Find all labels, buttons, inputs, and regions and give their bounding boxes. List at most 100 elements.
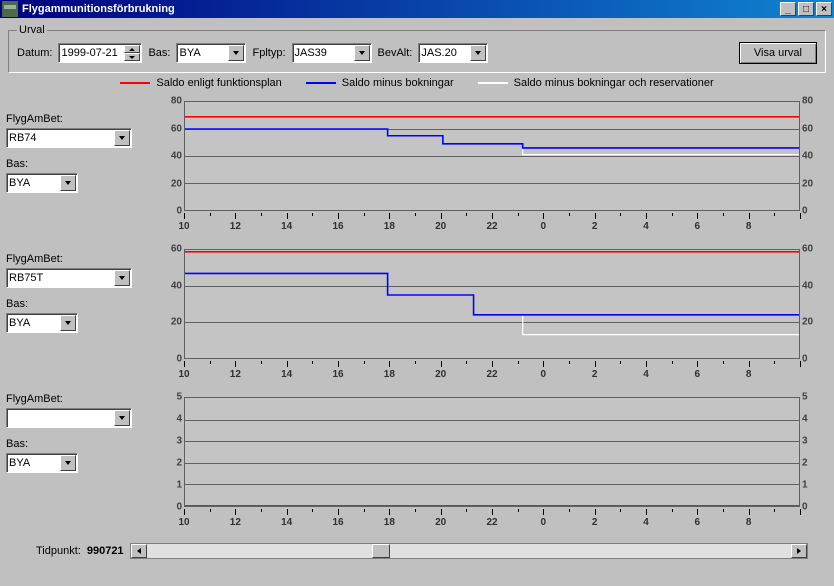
x-tick-label: 6 [695, 369, 701, 380]
urval-group: Urval Datum: 1999-07-21 Bas: BYA Fpltyp:… [8, 24, 826, 73]
bas-side-value: BYA [9, 317, 30, 329]
x-tick-label: 16 [332, 221, 343, 232]
chevron-down-icon[interactable] [60, 175, 76, 191]
time-scrollbar[interactable] [130, 543, 808, 559]
x-tick-label: 16 [332, 517, 343, 528]
x-tick-label: 0 [541, 221, 547, 232]
x-tick-label: 6 [695, 221, 701, 232]
y-axis-right: 0204060 [802, 243, 828, 359]
main-area: FlygAmBet: RB74 Bas: BYA FlygAmBet: RB75T Bas:… [6, 95, 828, 539]
left-column: FlygAmBet: RB74 Bas: BYA FlygAmBet: RB75T Bas:… [6, 95, 156, 539]
flygambet-label: FlygAmBet: [6, 393, 150, 405]
bas-side-label: Bas: [6, 438, 150, 450]
legend-swatch [120, 82, 150, 84]
chart-legend: Saldo enligt funktionsplanSaldo minus bo… [6, 77, 828, 89]
maximize-button[interactable]: □ [798, 2, 814, 16]
chevron-down-icon[interactable] [60, 315, 76, 331]
flygambet-field[interactable]: RB75T [6, 268, 132, 288]
flygambet-value: RB75T [9, 272, 43, 284]
legend-swatch [306, 82, 336, 84]
y-axis-right: 012345 [802, 391, 828, 507]
x-tick-label: 2 [592, 221, 598, 232]
x-tick-label: 6 [695, 517, 701, 528]
legend-item: Saldo minus bokningar [306, 77, 454, 89]
x-tick-label: 14 [281, 221, 292, 232]
plot-area [184, 397, 800, 507]
chevron-down-icon[interactable] [114, 410, 130, 426]
x-tick-label: 8 [746, 369, 752, 380]
side-panel: FlygAmBet:RB75TBas:BYA [6, 235, 150, 375]
fpltyp-field[interactable]: JAS39 [292, 43, 372, 63]
x-axis: 1012141618202202468 [184, 213, 800, 235]
x-tick-label: 12 [230, 369, 241, 380]
y-axis-left: 020406080 [156, 95, 182, 211]
x-tick-label: 18 [384, 221, 395, 232]
x-tick-label: 14 [281, 517, 292, 528]
plot-area [184, 101, 800, 211]
chevron-down-icon[interactable] [60, 455, 76, 471]
side-panel: FlygAmBet: RB74 Bas: BYA [6, 95, 150, 235]
visa-urval-button[interactable]: Visa urval [739, 42, 817, 64]
bevalt-field[interactable]: JAS.20 [418, 43, 488, 63]
legend-item: Saldo minus bokningar och reservationer [478, 77, 714, 89]
x-tick-label: 16 [332, 369, 343, 380]
chevron-down-icon[interactable] [114, 130, 130, 146]
x-tick-label: 2 [592, 369, 598, 380]
datum-value: 1999-07-21 [61, 47, 117, 59]
x-tick-label: 20 [435, 369, 446, 380]
bas-side-value: BYA [9, 177, 30, 189]
scroll-left-button[interactable] [131, 544, 147, 558]
bas-value: BYA [179, 47, 200, 59]
datum-label: Datum: [17, 47, 52, 59]
plot-area [184, 249, 800, 359]
y-axis-left: 0204060 [156, 243, 182, 359]
legend-label: Saldo minus bokningar [342, 77, 454, 89]
side-panel: FlygAmBet: Bas: BYA [6, 375, 150, 515]
legend-swatch [478, 82, 508, 84]
scroll-right-button[interactable] [791, 544, 807, 558]
close-button[interactable]: × [816, 2, 832, 16]
flygambet-label: FlygAmBet: [6, 113, 150, 125]
flygambet-field[interactable] [6, 408, 132, 428]
bas-side-label: Bas: [6, 158, 150, 170]
bevalt-value: JAS.20 [421, 47, 456, 59]
x-axis: 1012141618202202468 [184, 509, 800, 531]
x-tick-label: 18 [384, 517, 395, 528]
x-tick-label: 18 [384, 369, 395, 380]
chevron-down-icon[interactable] [354, 45, 370, 61]
app-icon [2, 1, 18, 17]
bas-side-field[interactable]: BYA [6, 173, 78, 193]
x-tick-label: 4 [643, 369, 649, 380]
tidpunkt-label: Tidpunkt: [36, 545, 81, 557]
time-row: Tidpunkt: 990721 [6, 539, 828, 559]
chevron-down-icon[interactable] [228, 45, 244, 61]
fpltyp-label: Fpltyp: [252, 47, 285, 59]
bas-field[interactable]: BYA [176, 43, 246, 63]
x-tick-label: 12 [230, 221, 241, 232]
scroll-track[interactable] [147, 544, 791, 558]
x-tick-label: 22 [486, 221, 497, 232]
x-axis: 1012141618202202468 [184, 361, 800, 383]
content-area: Urval Datum: 1999-07-21 Bas: BYA Fpltyp:… [0, 18, 834, 565]
bevalt-label: BevAlt: [378, 47, 413, 59]
x-tick-label: 10 [178, 517, 189, 528]
x-tick-label: 22 [486, 517, 497, 528]
bas-side-label: Bas: [6, 298, 150, 310]
datum-spinner[interactable] [124, 45, 140, 61]
chevron-right-icon [797, 548, 801, 554]
bas-side-field[interactable]: BYA [6, 313, 78, 333]
chevron-left-icon [137, 548, 141, 554]
bas-label: Bas: [148, 47, 170, 59]
x-tick-label: 14 [281, 369, 292, 380]
legend-label: Saldo minus bokningar och reservationer [514, 77, 714, 89]
datum-field[interactable]: 1999-07-21 [58, 43, 142, 63]
chart-panel: 0123450123451012141618202202468 [156, 391, 828, 531]
chevron-down-icon[interactable] [470, 45, 486, 61]
bas-side-field[interactable]: BYA [6, 453, 78, 473]
flygambet-field[interactable]: RB74 [6, 128, 132, 148]
minimize-button[interactable]: _ [780, 2, 796, 16]
chevron-down-icon[interactable] [114, 270, 130, 286]
scroll-thumb[interactable] [372, 544, 390, 558]
x-tick-label: 20 [435, 517, 446, 528]
x-tick-label: 10 [178, 369, 189, 380]
